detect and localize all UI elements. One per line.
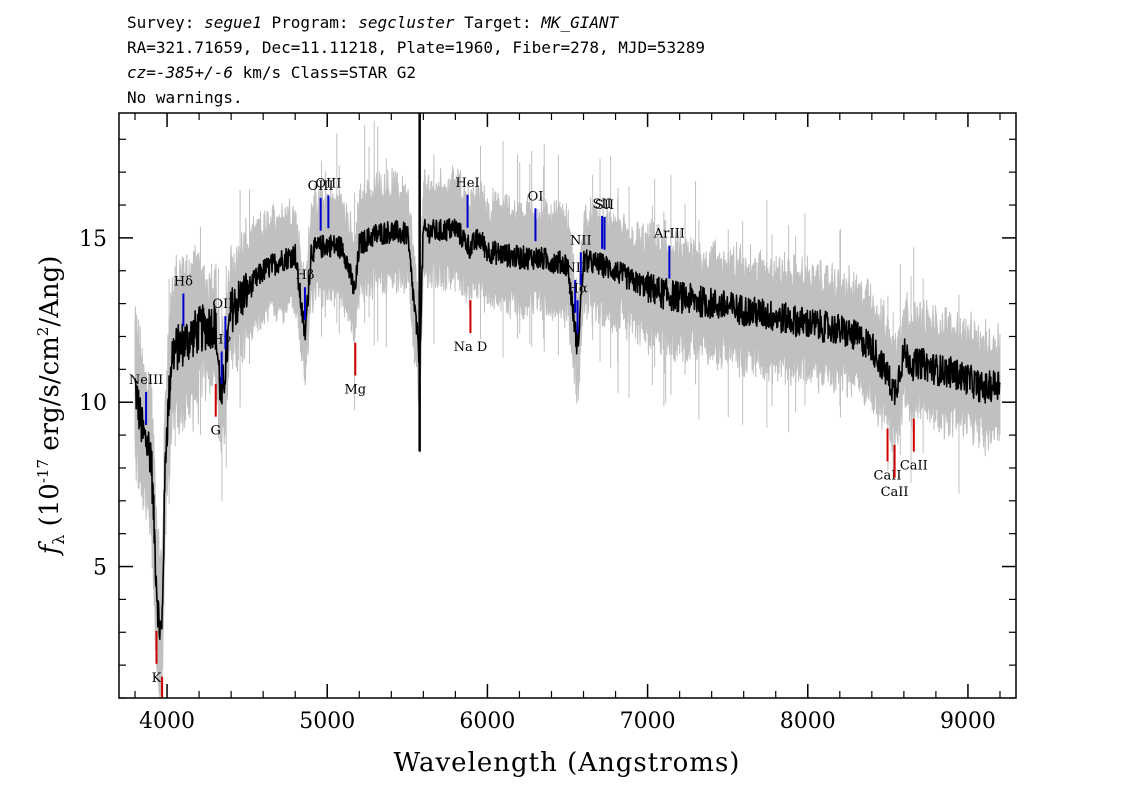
header-line-4: No warnings.: [127, 88, 243, 107]
emission-line-label: Hβ: [296, 268, 315, 283]
absorption-line-label: Na D: [454, 340, 488, 355]
error-band: [134, 120, 1001, 698]
absorption-line-label: CaII: [900, 459, 928, 474]
error-band-area: [134, 165, 1001, 698]
program-value: segcluster: [358, 13, 455, 32]
emission-line-label: SII: [595, 198, 614, 213]
x-tick-label: 4000: [139, 709, 195, 734]
y-tick-label: 5: [93, 556, 107, 581]
y-label-c: /Ang): [35, 256, 65, 327]
survey-label: Survey:: [127, 13, 205, 32]
x-axis-label: Wavelength (Angstroms): [394, 748, 741, 778]
emission-line-label: NeIII: [129, 373, 163, 388]
absorption-line-label: Mg: [344, 383, 366, 398]
header-line-1: Survey: segue1 Program: segcluster Targe…: [127, 13, 618, 33]
flux-series: [134, 113, 1001, 640]
y-label-b: erg/s/cm: [35, 336, 65, 459]
program-label: Program:: [261, 13, 359, 32]
emission-line-label: Hα: [568, 281, 588, 296]
x-tick-label: 7000: [620, 709, 676, 734]
plot-frame: [118, 112, 1017, 699]
emission-line-label: OIII: [315, 176, 341, 191]
y-label-a: (10: [35, 483, 65, 535]
x-tick-label: 6000: [459, 709, 515, 734]
cz-value: -385+/-6: [155, 63, 233, 82]
y-label-exp: -17: [34, 459, 52, 483]
cz-prefix: cz=: [127, 63, 156, 82]
y-tick-label: 15: [79, 227, 107, 252]
target-label: Target:: [454, 13, 542, 32]
emission-line-label: SII: [593, 197, 612, 212]
emission-line-label: NII: [564, 261, 586, 276]
header-line-2: RA=321.71659, Dec=11.11218, Plate=1960, …: [127, 38, 705, 57]
y-tick-label: 10: [79, 391, 107, 416]
x-tick-label: 5000: [299, 709, 355, 734]
emission-line-label: ArIII: [653, 227, 685, 242]
flux-line: [134, 218, 1001, 640]
emission-line-label: NII: [570, 233, 592, 248]
y-label-exp2: 2: [34, 327, 52, 337]
emission-line-label: HeI: [455, 176, 479, 191]
axis-ticks: 4000 5000 6000 7000 8000 9000 5 10 15: [79, 113, 1016, 734]
y-label-sub: λ: [49, 535, 68, 545]
absorption-line-label: CaII: [874, 468, 902, 483]
survey-value: segue1: [204, 13, 262, 32]
cz-suffix: km/s Class=STAR G2: [232, 63, 416, 82]
x-tick-label: 9000: [940, 709, 996, 734]
emission-line-label: OIII: [308, 179, 334, 194]
target-value: MK_GIANT: [541, 13, 619, 32]
x-tick-label: 8000: [780, 709, 836, 734]
y-axis-label: fλ (10-17 erg/s/cm2/Ang): [34, 256, 68, 557]
emission-line-label: OI: [528, 189, 544, 204]
header-line-3: cz=-385+/-6 km/s Class=STAR G2: [127, 63, 416, 83]
absorption-line-label: G: [211, 424, 221, 439]
emission-line-label: Hδ: [174, 274, 193, 289]
svg-text:fλ (10-17 erg/s/cm2/Ang): fλ (10-17 erg/s/cm2/Ang): [34, 256, 68, 557]
absorption-line-label: CaII: [881, 485, 909, 500]
absorption-line-label: K: [152, 671, 162, 686]
emission-line-label: OIII: [212, 297, 238, 312]
emission-line-label: Hγ: [212, 332, 231, 347]
